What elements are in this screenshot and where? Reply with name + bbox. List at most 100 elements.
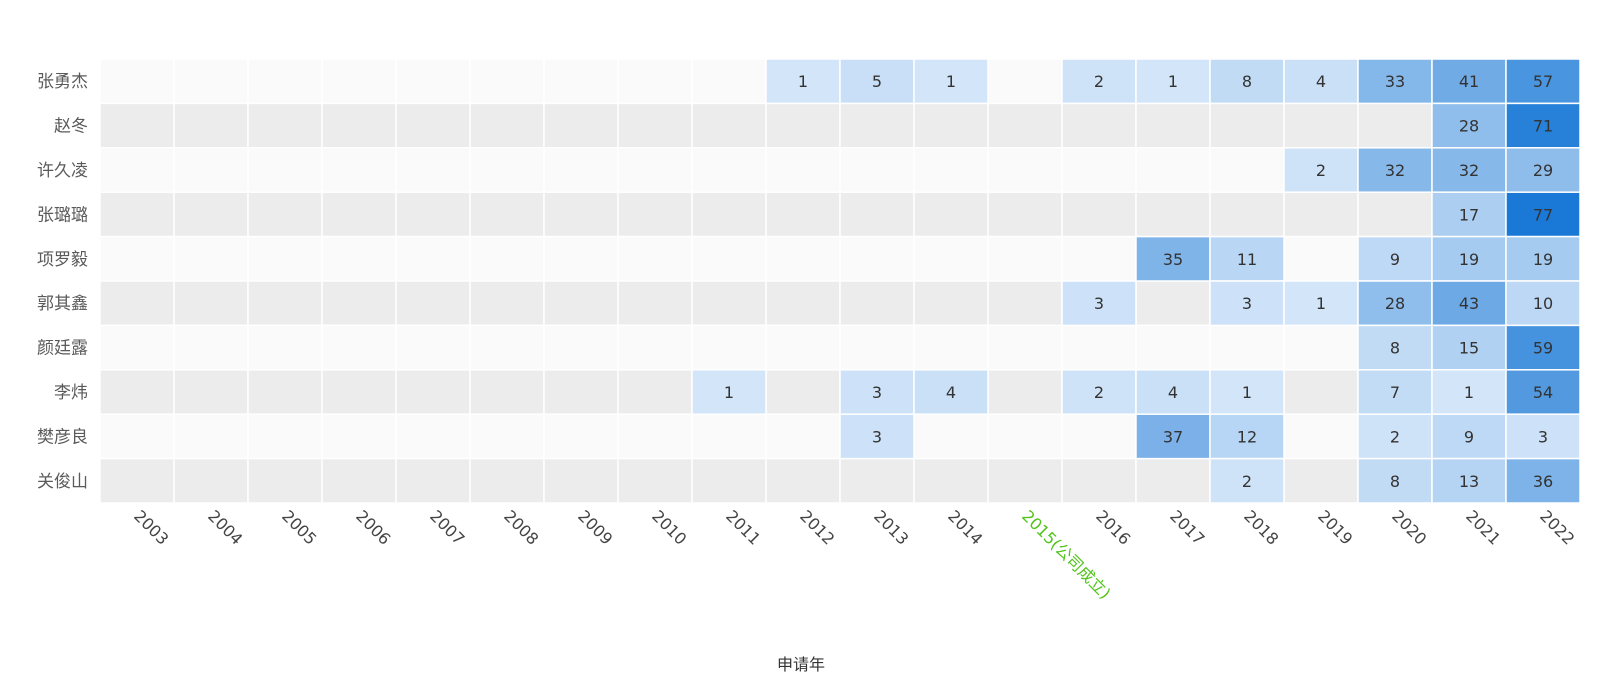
empty-cell <box>247 280 323 327</box>
heatmap-cell[interactable] <box>1431 191 1507 238</box>
empty-cell <box>617 191 693 238</box>
empty-cell <box>173 457 249 504</box>
empty-cell <box>247 58 323 105</box>
heatmap-cell[interactable] <box>1209 369 1285 415</box>
empty-cell <box>99 413 175 460</box>
heatmap-cell[interactable] <box>1505 369 1581 415</box>
empty-cell <box>1283 191 1359 238</box>
empty-cell <box>395 457 471 504</box>
heatmap-cell[interactable] <box>1357 413 1433 460</box>
heatmap-cell[interactable] <box>1061 280 1137 327</box>
empty-cell <box>1061 324 1137 371</box>
x-tick-label: 2007 <box>426 506 468 548</box>
empty-cell <box>543 147 619 193</box>
empty-cell <box>247 191 323 238</box>
heatmap-cell[interactable] <box>1357 369 1433 415</box>
heatmap-cell[interactable] <box>1431 280 1507 327</box>
empty-cell <box>617 147 693 193</box>
cell-value-label: 1 <box>1168 72 1178 91</box>
heatmap-cell[interactable] <box>1283 280 1359 327</box>
empty-cell <box>395 235 471 282</box>
x-axis-labels: 2003 2004 2005 2006 2007 2008 2009 2010 2011 2012… <box>130 506 1578 602</box>
empty-cell <box>1061 235 1137 282</box>
heatmap-cell[interactable] <box>1283 58 1359 105</box>
heatmap-cell[interactable] <box>1505 457 1581 504</box>
x-tick-label: 2011 <box>722 506 764 548</box>
heatmap-cell[interactable] <box>913 58 989 105</box>
heatmap-cell[interactable] <box>839 369 915 415</box>
x-tick-label: 2004 <box>204 506 246 548</box>
empty-cell <box>691 280 767 327</box>
heatmap-cell[interactable] <box>1357 235 1433 282</box>
empty-cell <box>691 191 767 238</box>
x-tick-label: 2010 <box>648 506 690 548</box>
empty-cell <box>469 191 545 238</box>
heatmap-cell[interactable] <box>1505 191 1581 238</box>
heatmap-cell[interactable] <box>839 58 915 105</box>
cell-value-label: 35 <box>1163 250 1183 269</box>
heatmap-cell[interactable] <box>1061 369 1137 415</box>
empty-cell <box>247 413 323 460</box>
empty-cell <box>1283 324 1359 371</box>
x-axis-title: 申请年 <box>777 655 825 674</box>
empty-cell <box>617 413 693 460</box>
heatmap-cell[interactable] <box>1209 235 1285 282</box>
heatmap-cell[interactable] <box>1505 235 1581 282</box>
x-tick-label: 2012 <box>796 506 838 548</box>
cell-value-label: 4 <box>1168 383 1178 402</box>
empty-cell <box>321 369 397 415</box>
empty-cell <box>543 191 619 238</box>
x-tick-label: 2005 <box>278 506 320 548</box>
empty-cell <box>765 280 841 327</box>
cell-value-label: 3 <box>872 427 882 446</box>
cell-value-label: 7 <box>1390 383 1400 402</box>
heatmap-cell[interactable] <box>1357 280 1433 327</box>
heatmap-cell[interactable] <box>1357 147 1433 193</box>
empty-cell <box>321 58 397 105</box>
empty-cell <box>987 102 1063 149</box>
heatmap-cell[interactable] <box>839 413 915 460</box>
y-tick-label: 赵冬 <box>54 117 88 137</box>
heatmap-cell[interactable] <box>1431 58 1507 105</box>
heatmap-cell[interactable] <box>1357 324 1433 371</box>
empty-cell <box>913 457 989 504</box>
empty-cell <box>913 191 989 238</box>
heatmap-cell[interactable] <box>913 369 989 415</box>
empty-cell <box>765 147 841 193</box>
heatmap-cell[interactable] <box>1431 102 1507 149</box>
empty-cell <box>839 457 915 504</box>
empty-cell <box>543 324 619 371</box>
heatmap-cell[interactable] <box>1209 457 1285 504</box>
cell-value-label: 19 <box>1459 250 1479 269</box>
heatmap-cell[interactable] <box>1431 235 1507 282</box>
empty-cell <box>839 147 915 193</box>
empty-cell <box>1209 191 1285 238</box>
heatmap-cell[interactable] <box>1283 147 1359 193</box>
empty-cell <box>1283 102 1359 149</box>
x-tick-label: 2018 <box>1240 506 1282 548</box>
empty-cell <box>469 457 545 504</box>
heatmap-cell[interactable] <box>1209 413 1285 460</box>
heatmap-cell[interactable] <box>1505 413 1581 460</box>
empty-cell <box>617 324 693 371</box>
empty-cell <box>987 235 1063 282</box>
heatmap-cell[interactable] <box>1505 280 1581 327</box>
empty-cell <box>765 102 841 149</box>
empty-cell <box>691 457 767 504</box>
heatmap-cell[interactable] <box>691 369 767 415</box>
cell-value-label: 8 <box>1242 72 1252 91</box>
empty-cell <box>173 102 249 149</box>
heatmap-cell[interactable] <box>1431 147 1507 193</box>
cell-value-label: 2 <box>1094 383 1104 402</box>
heatmap-cell[interactable] <box>1135 235 1211 282</box>
heatmap-cell[interactable] <box>1505 58 1581 105</box>
heatmap-cell[interactable] <box>1431 369 1507 415</box>
heatmap-cell[interactable] <box>1431 457 1507 504</box>
heatmap-cell[interactable] <box>1209 58 1285 105</box>
heatmap-cell[interactable] <box>1135 58 1211 105</box>
cell-value-label: 11 <box>1237 250 1257 269</box>
empty-cell <box>321 413 397 460</box>
cell-value-label: 1 <box>798 72 808 91</box>
